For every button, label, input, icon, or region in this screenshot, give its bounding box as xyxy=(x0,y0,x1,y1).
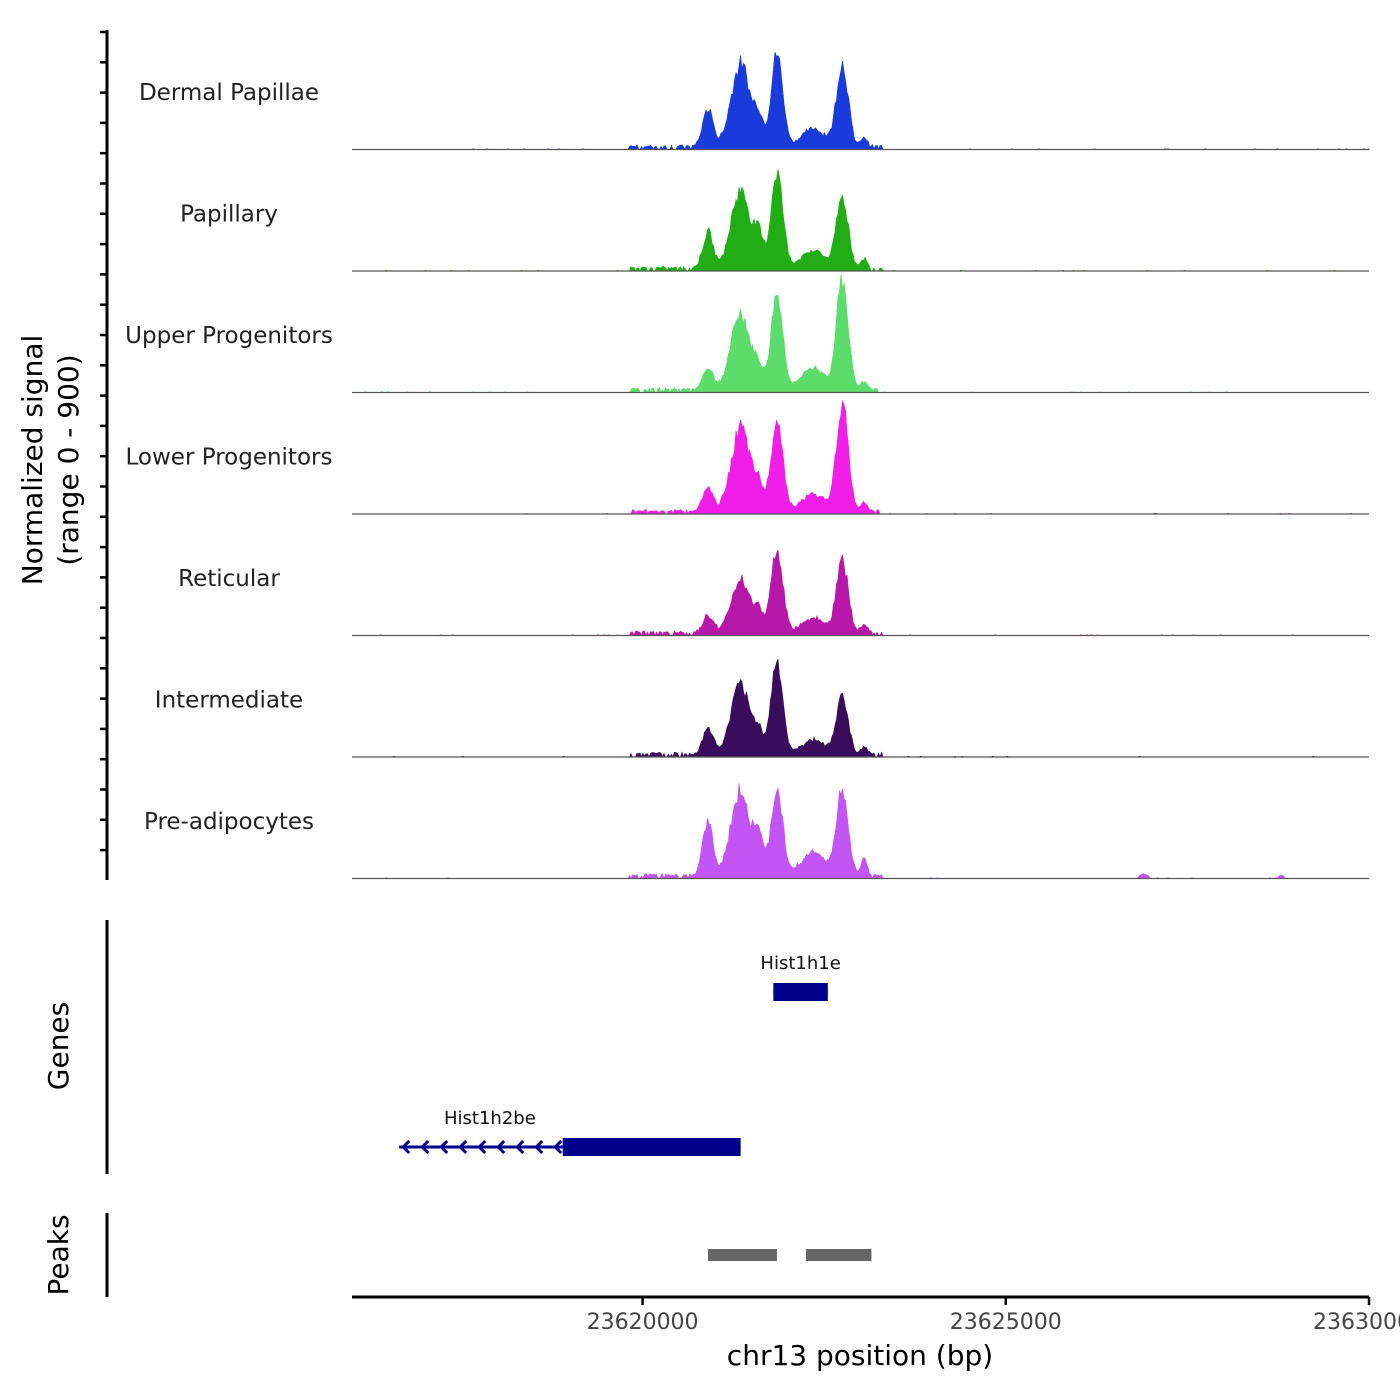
peak-region xyxy=(806,1249,872,1261)
peaks-axis-label: Peaks xyxy=(42,1214,75,1295)
x-axis: 23620000 23625000 23630000 xyxy=(352,1295,1400,1335)
strand-arrow xyxy=(477,1139,487,1155)
x-tick-label: 23620000 xyxy=(587,1310,699,1335)
track-label: Papillary xyxy=(180,202,278,228)
track-label: Dermal Papillae xyxy=(139,80,319,106)
x-axis-label: chr13 position (bp) xyxy=(727,1339,993,1372)
track-label: Intermediate xyxy=(155,688,303,714)
track: Intermediate xyxy=(155,659,1369,759)
x-tick-label: 23630000 xyxy=(1313,1310,1400,1335)
peak-region xyxy=(707,1249,777,1261)
gene-exon xyxy=(562,1138,741,1156)
track-label: Reticular xyxy=(178,566,280,592)
track: Dermal Papillae xyxy=(139,52,1370,151)
track-signal-area xyxy=(352,783,1369,880)
track: Reticular xyxy=(178,549,1369,637)
strand-arrow xyxy=(515,1139,525,1155)
track-label: Lower Progenitors xyxy=(126,445,333,471)
strand-arrow xyxy=(458,1139,468,1155)
strand-arrow xyxy=(401,1139,411,1155)
track: Papillary xyxy=(180,169,1369,273)
signal-axis xyxy=(100,30,109,880)
coverage-tracks: Dermal Papillae Papillary Upper Progenitor… xyxy=(125,52,1370,880)
track-signal-area xyxy=(352,52,1370,151)
track: Upper Progenitors xyxy=(125,274,1369,394)
track: Pre-adipocytes xyxy=(144,783,1369,880)
gene-annotations: Hist1h1e Hist1h2be xyxy=(399,953,841,1156)
track-label: Upper Progenitors xyxy=(125,323,333,349)
signal-axis-label: Normalized signal (range 0 - 900) xyxy=(16,335,85,586)
gene: Hist1h1e xyxy=(760,953,841,1001)
strand-arrow xyxy=(439,1139,449,1155)
genes-axis-label: Genes xyxy=(42,1002,75,1090)
strand-arrow xyxy=(553,1139,563,1155)
track-signal-area xyxy=(352,549,1369,637)
strand-arrow xyxy=(420,1139,430,1155)
peak-regions xyxy=(707,1249,872,1261)
track-signal-area xyxy=(352,169,1369,273)
track-label: Pre-adipocytes xyxy=(144,809,314,835)
strand-arrow xyxy=(534,1139,544,1155)
strand-arrow xyxy=(496,1139,506,1155)
track-signal-area xyxy=(352,399,1369,516)
gene-exon xyxy=(773,983,828,1001)
x-tick-label: 23625000 xyxy=(950,1310,1062,1335)
gene-label: Hist1h2be xyxy=(444,1108,536,1129)
track-signal-area xyxy=(352,659,1369,759)
gene-label: Hist1h1e xyxy=(760,953,840,974)
gene: Hist1h2be xyxy=(399,1108,741,1156)
track-signal-area xyxy=(352,274,1369,394)
track: Lower Progenitors xyxy=(126,399,1369,516)
